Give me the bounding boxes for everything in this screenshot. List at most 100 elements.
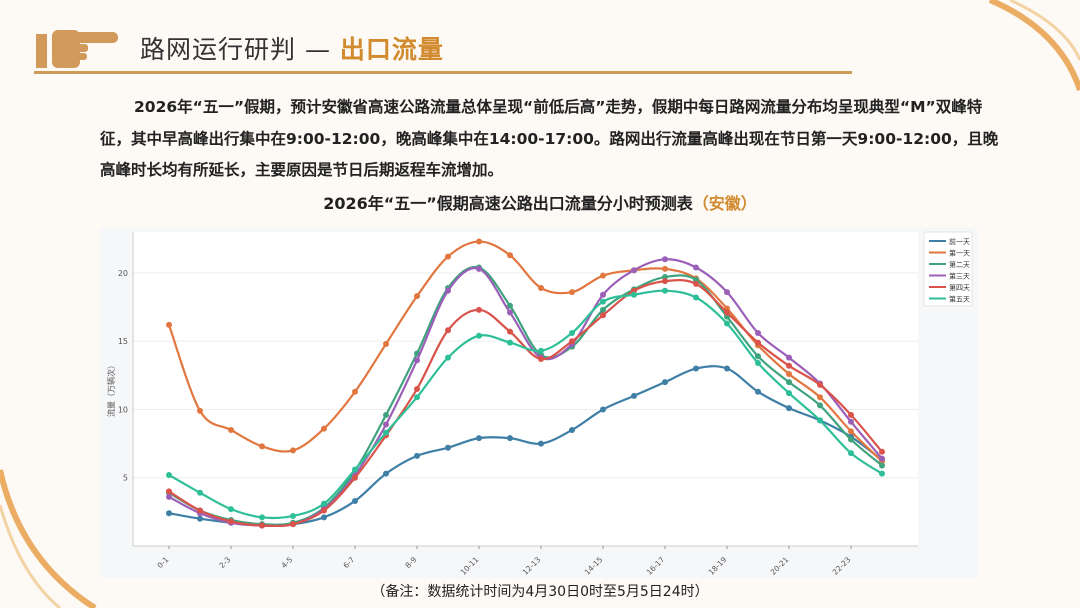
- x-tick-label: 18-19: [707, 555, 729, 577]
- data-point: [569, 426, 575, 433]
- data-point: [693, 280, 699, 287]
- page-title-main: 路网运行研判 —: [140, 35, 340, 64]
- data-point: [166, 510, 172, 517]
- data-point: [538, 355, 544, 362]
- data-point: [476, 435, 482, 442]
- legend-label: 第四天: [949, 283, 970, 292]
- x-tick-label: 12-13: [521, 555, 543, 577]
- data-point: [817, 381, 823, 388]
- legend-label: 前一天: [949, 237, 970, 246]
- data-point: [228, 506, 234, 513]
- data-point: [383, 340, 389, 347]
- data-point: [848, 411, 854, 418]
- data-point: [879, 470, 885, 477]
- data-point: [321, 507, 327, 514]
- data-point: [817, 417, 823, 424]
- x-tick-label: 4-5: [279, 555, 294, 570]
- data-point: [631, 267, 637, 274]
- chart-title-main: 2026年“五一”假期高速公路出口流量分小时预测表: [323, 194, 693, 213]
- data-point: [600, 298, 606, 305]
- y-tick-label: 5: [123, 474, 128, 483]
- legend-label: 第一天: [949, 249, 970, 258]
- data-point: [786, 379, 792, 386]
- data-point: [817, 394, 823, 401]
- data-point: [507, 435, 513, 442]
- data-point: [352, 466, 358, 473]
- data-point: [507, 328, 513, 335]
- data-point: [662, 278, 668, 285]
- data-point: [197, 407, 203, 414]
- data-point: [755, 330, 761, 337]
- data-point: [414, 394, 420, 401]
- data-point: [445, 444, 451, 451]
- data-point: [848, 436, 854, 443]
- data-point: [383, 429, 389, 436]
- data-point: [786, 405, 792, 412]
- data-point: [228, 518, 234, 525]
- data-point: [600, 272, 606, 279]
- data-point: [662, 287, 668, 294]
- data-point: [383, 411, 389, 418]
- data-point: [259, 522, 265, 529]
- data-point: [600, 291, 606, 298]
- data-point: [383, 470, 389, 477]
- data-point: [755, 339, 761, 346]
- data-point: [631, 291, 637, 298]
- data-point: [476, 265, 482, 272]
- x-tick-label: 16-17: [645, 555, 667, 577]
- pointing-hand-icon: [36, 30, 118, 68]
- data-point: [538, 347, 544, 354]
- data-point: [755, 353, 761, 360]
- data-point: [290, 521, 296, 528]
- data-point: [693, 294, 699, 301]
- data-point: [786, 354, 792, 361]
- data-point: [321, 514, 327, 521]
- data-point: [879, 455, 885, 462]
- data-point: [786, 390, 792, 397]
- data-point: [600, 406, 606, 413]
- legend-label: 第三天: [949, 272, 970, 281]
- data-point: [321, 500, 327, 507]
- y-tick-label: 15: [118, 337, 128, 346]
- data-point: [848, 418, 854, 425]
- legend-label: 第五天: [949, 295, 970, 304]
- data-point: [476, 332, 482, 339]
- data-point: [445, 327, 451, 334]
- data-point: [166, 472, 172, 479]
- data-point: [724, 365, 730, 372]
- line-chart: 5 10 15 20 0-1 2-3 4-5 6-7 8-9 10-11 12-13 14-15 16-…: [106, 231, 973, 577]
- data-point: [507, 339, 513, 346]
- data-point: [693, 365, 699, 372]
- data-point: [414, 357, 420, 364]
- data-point: [166, 493, 172, 500]
- data-point: [538, 440, 544, 447]
- data-point: [197, 515, 203, 522]
- page-title-accent: 出口流量: [339, 35, 444, 64]
- data-point: [507, 252, 513, 259]
- chart-title: 2026年“五一”假期高速公路出口流量分小时预测表（安徽）: [0, 190, 1080, 214]
- data-point: [290, 447, 296, 454]
- data-point: [228, 426, 234, 433]
- data-point: [445, 287, 451, 294]
- plot-area: [133, 232, 918, 546]
- data-point: [259, 443, 265, 450]
- x-tick-label: 2-3: [217, 555, 232, 570]
- footnote: （备注：数据统计时间为4月30日0时至5月5日24时）: [371, 584, 709, 600]
- y-axis-label: 流量（万辆次）: [106, 361, 116, 417]
- y-tick-label: 10: [118, 405, 128, 414]
- data-point: [569, 330, 575, 337]
- data-point: [662, 256, 668, 263]
- data-point: [879, 462, 885, 469]
- x-tick-label: 10-11: [459, 555, 481, 577]
- data-point: [259, 514, 265, 521]
- data-point: [817, 402, 823, 409]
- data-point: [848, 450, 854, 457]
- x-tick-label: 22-23: [831, 555, 853, 577]
- data-point: [724, 309, 730, 316]
- header-divider: [34, 71, 852, 74]
- data-point: [476, 238, 482, 245]
- data-point: [662, 265, 668, 272]
- data-point: [569, 289, 575, 296]
- data-point: [538, 284, 544, 291]
